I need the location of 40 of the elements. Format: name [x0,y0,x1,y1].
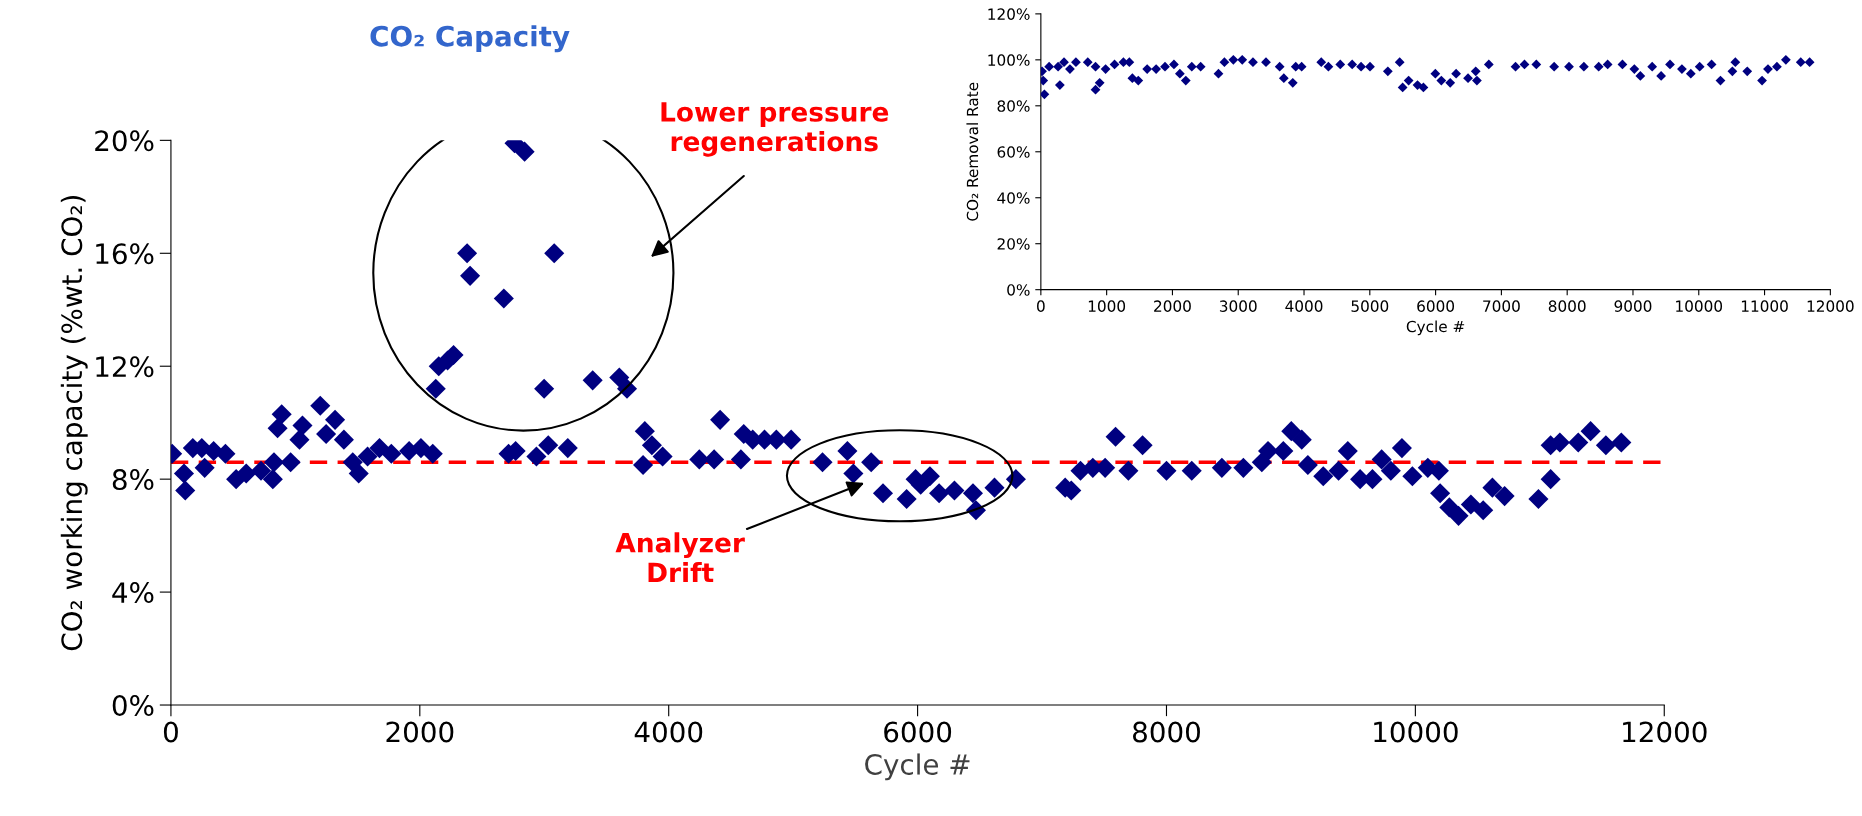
y-tick-label: 20% [997,238,1030,250]
x-tick-label: 8000 [1548,300,1586,312]
y-tick-label: 60% [997,146,1030,158]
annotation: Lower pressure regenerations [661,102,889,157]
x-tick-label: 3000 [1219,300,1257,312]
x-tick-label: 5000 [1351,300,1389,312]
y-tick-label: 0% [112,694,154,716]
y-tick-label: 120% [988,8,1030,20]
x-tick-label: 2000 [1154,300,1191,312]
y-axis-title: CO₂ working capacity (%wt. CO₂) [60,196,88,651]
y-tick-label: 0% [1007,284,1030,296]
y-axis-title: CO₂ Removal Rate [966,82,979,221]
annotation: Analyzer Drift [615,532,745,583]
y-tick-label: 20% [95,130,154,152]
x-tick-label: 7000 [1483,300,1520,312]
x-tick-label: 0 [163,721,178,743]
x-axis-title: Cycle # [1406,320,1465,336]
y-tick-label: 8% [112,469,154,491]
y-tick-label: 4% [112,582,154,604]
chart-title: CO₂ Capacity [370,25,570,53]
x-tick-label: 1000 [1088,300,1126,312]
x-tick-label: 6000 [1417,300,1455,312]
x-tick-label: 0 [1037,300,1045,312]
x-tick-label: 2000 [386,721,454,743]
y-tick-label: 80% [997,100,1030,112]
x-tick-label: 10000 [1676,300,1723,312]
x-tick-label: 10000 [1374,721,1458,743]
x-tick-label: 8000 [1133,721,1200,743]
x-tick-label: 11000 [1741,300,1788,312]
x-tick-label: 12000 [1807,300,1854,312]
y-tick-label: 40% [997,192,1030,204]
x-tick-label: 9000 [1614,300,1652,312]
x-tick-label: 12000 [1623,721,1707,743]
y-tick-label: 16% [96,243,154,265]
x-tick-label: 4000 [634,721,703,743]
y-tick-label: 100% [988,54,1030,66]
x-tick-label: 6000 [884,721,952,743]
y-tick-label: 12% [96,356,154,378]
x-tick-label: 4000 [1285,300,1323,312]
x-axis-title: Cycle # [865,753,970,781]
